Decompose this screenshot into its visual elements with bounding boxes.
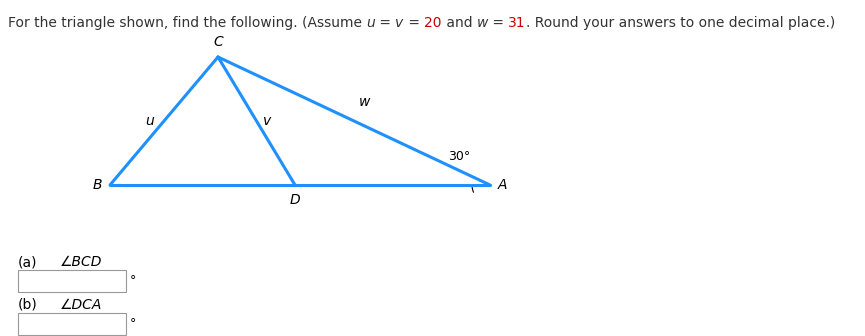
Text: B: B bbox=[93, 178, 102, 192]
Text: A: A bbox=[498, 178, 508, 192]
Text: (b): (b) bbox=[18, 298, 38, 312]
Text: w: w bbox=[477, 16, 488, 30]
Text: ∠DCA: ∠DCA bbox=[60, 298, 102, 312]
Text: and: and bbox=[442, 16, 477, 30]
Text: w: w bbox=[359, 95, 370, 109]
Text: C: C bbox=[213, 35, 223, 49]
Bar bbox=[18, 313, 126, 335]
Text: u: u bbox=[145, 114, 154, 128]
Text: u: u bbox=[367, 16, 375, 30]
Text: 31: 31 bbox=[509, 16, 526, 30]
Text: For the triangle shown, find the following. (Assume: For the triangle shown, find the followi… bbox=[8, 16, 367, 30]
Text: 30°: 30° bbox=[448, 150, 471, 163]
Text: D: D bbox=[290, 193, 300, 207]
Text: =: = bbox=[375, 16, 395, 30]
Text: °: ° bbox=[130, 318, 137, 331]
Text: °: ° bbox=[130, 275, 137, 288]
Text: (a): (a) bbox=[18, 255, 37, 269]
Text: 20: 20 bbox=[424, 16, 442, 30]
Text: =: = bbox=[404, 16, 424, 30]
Text: ∠BCD: ∠BCD bbox=[60, 255, 102, 269]
Text: . Round your answers to one decimal place.): . Round your answers to one decimal plac… bbox=[526, 16, 836, 30]
Bar bbox=[18, 270, 126, 292]
Text: v: v bbox=[262, 114, 271, 128]
Text: v: v bbox=[395, 16, 404, 30]
Text: =: = bbox=[488, 16, 509, 30]
